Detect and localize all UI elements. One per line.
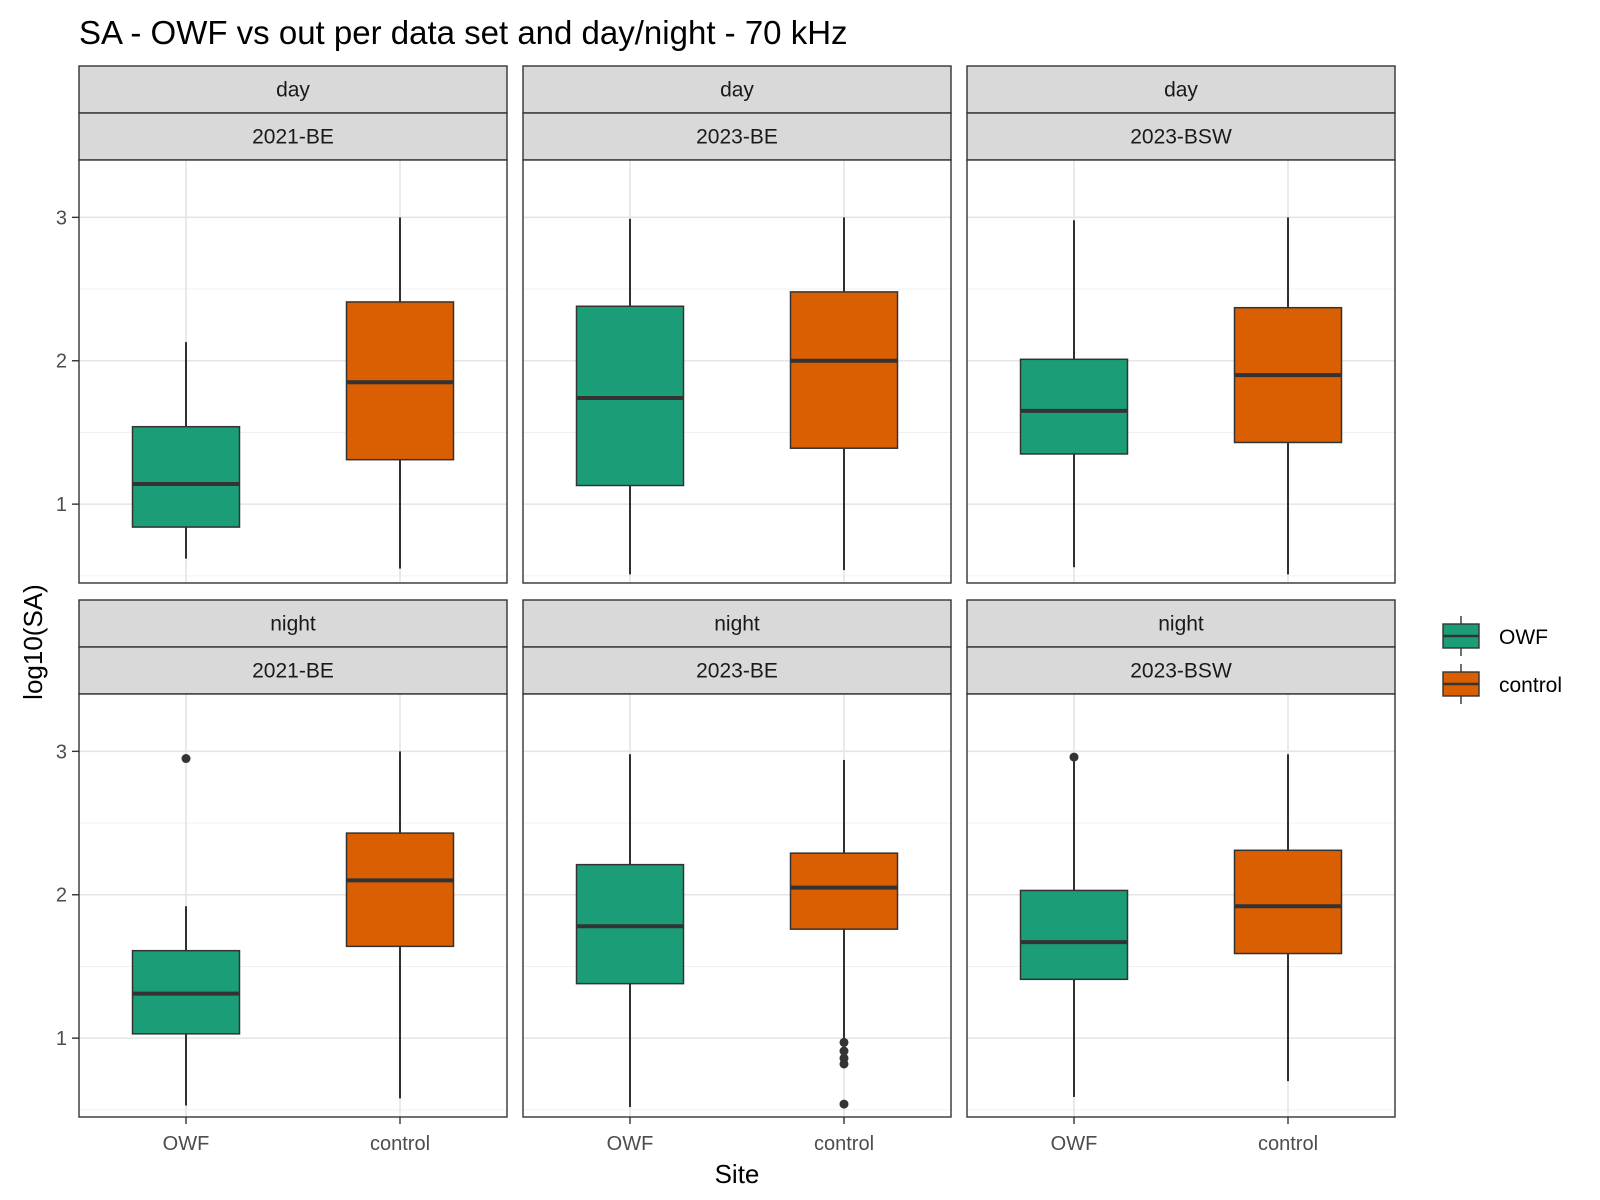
box-control [1233,754,1343,1082]
strip-period-label: day [720,79,754,102]
strip-period [966,65,1396,114]
chart-title: SA - OWF vs out per data set and day/nig… [79,14,848,51]
box-body [1019,889,1129,981]
box-body [1019,358,1129,455]
facet-panel: day 2021-BE 1 2 3 [56,65,508,584]
facet-panel: day 2023-BSW [966,65,1396,584]
strip-dataset [522,112,952,161]
strip-period-label: day [1164,79,1198,102]
outlier-point [839,1037,849,1047]
box-OWF [131,342,241,559]
facet-panel: night 2023-BE OWF control [522,599,952,1155]
strip-dataset-label: 2023-BE [696,126,778,149]
strip-dataset [966,646,1396,695]
x-tick-label: control [370,1133,430,1155]
panel-border [966,693,1396,1118]
box-body [789,291,899,449]
strip-period-label: night [1158,613,1204,636]
box-OWF [131,754,241,1106]
strip-dataset [78,646,508,695]
box-body [789,852,899,930]
x-tick-label: control [1258,1133,1318,1155]
legend-label: control [1499,674,1562,697]
box-body [575,863,685,985]
strip-dataset [966,112,1396,161]
strip-dataset-label: 2021-BE [252,660,334,683]
y-tick-label: 2 [56,351,67,373]
x-tick-label: OWF [163,1133,210,1155]
strip-period [522,65,952,114]
strip-dataset-label: 2021-BE [252,126,334,149]
strip-dataset [78,112,508,161]
box-body [131,425,241,528]
box-OWF [575,754,685,1107]
panel-border [966,159,1396,584]
panel-border [522,159,952,584]
box-control [789,217,899,571]
panel-border [78,159,508,584]
box-control [1233,217,1343,575]
y-tick-label: 3 [56,207,67,229]
strip-dataset-label: 2023-BSW [1130,660,1232,683]
facet-panel: day 2023-BE [522,65,952,584]
outlier-point [839,1059,849,1069]
outlier-point [839,1099,849,1109]
box-control [345,217,455,569]
box-OWF [575,218,685,575]
box-body [1233,849,1343,955]
legend: OWF control [1442,616,1562,704]
x-axis-title: Site [715,1159,760,1189]
strip-period [78,599,508,648]
x-tick-label: control [814,1133,874,1155]
legend-label: OWF [1499,626,1548,649]
legend-item: OWF [1442,616,1548,656]
x-tick-label: OWF [607,1133,654,1155]
strip-period [78,65,508,114]
strip-period [522,599,952,648]
y-tick-label: 1 [56,494,67,516]
x-tick-label: OWF [1051,1133,1098,1155]
strip-period-label: night [270,613,316,636]
legend-item: control [1442,664,1562,704]
box-body [345,832,455,948]
y-axis-title: log10(SA) [18,584,48,700]
facet-panels: day 2021-BE 1 2 3 day 2023-BE day 2023-BSW night 2… [56,65,1396,1155]
panel-border [78,693,508,1118]
facet-panel: night 2021-BE 1 2 3 OWF control [56,599,508,1155]
box-control [789,759,899,1109]
outlier-point [181,754,191,764]
y-tick-label: 1 [56,1028,67,1050]
box-OWF [1019,220,1129,568]
strip-period-label: day [276,79,310,102]
y-tick-label: 2 [56,885,67,907]
panel-border [522,693,952,1118]
strip-period-label: night [714,613,760,636]
strip-dataset-label: 2023-BE [696,660,778,683]
outlier-point [839,1046,849,1056]
box-OWF [1019,752,1129,1097]
strip-dataset-label: 2023-BSW [1130,126,1232,149]
box-control [345,751,455,1099]
outlier-point [1069,752,1079,762]
facet-panel: night 2023-BSW OWF control [966,599,1396,1155]
y-tick-label: 3 [56,741,67,763]
box-body [575,305,685,487]
